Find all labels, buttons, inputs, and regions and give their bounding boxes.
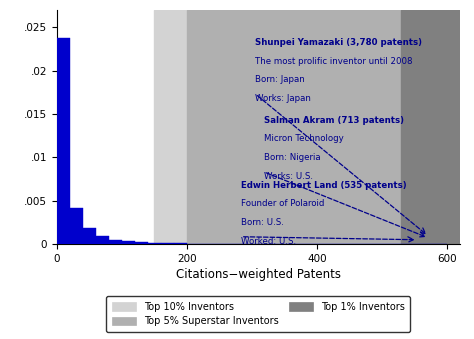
Text: Born: Nigeria: Born: Nigeria [264,153,320,162]
Bar [83,227,96,244]
Bar [135,242,148,244]
Bar [187,10,460,244]
Bar [70,208,83,244]
Legend: Top 10% Inventors, Top 5% Superstar Inventors, Top 1% Inventors: Top 10% Inventors, Top 5% Superstar Inve… [106,296,410,332]
Bar [109,240,122,244]
Text: Micron Technology: Micron Technology [264,135,343,143]
Bar [57,38,70,244]
Bar [148,243,161,244]
Bar [161,243,174,244]
X-axis label: Citations−weighted Patents: Citations−weighted Patents [176,268,341,281]
Text: Shunpei Yamazaki (3,780 patents): Shunpei Yamazaki (3,780 patents) [255,38,422,47]
Text: Salman Akram (713 patents): Salman Akram (713 patents) [264,116,403,125]
Bar [174,243,187,244]
Bar [96,236,109,244]
Text: Works: Japan: Works: Japan [255,94,311,103]
Text: Born: U.S.: Born: U.S. [241,218,283,227]
Text: Worked: U.S.: Worked: U.S. [241,237,296,246]
Bar [155,10,460,244]
Text: Founder of Polaroid: Founder of Polaroid [241,199,324,208]
Bar [122,241,135,244]
Text: Born: Japan: Born: Japan [255,75,305,84]
Text: The most prolific inventor until 2008: The most prolific inventor until 2008 [255,57,412,65]
Bar [401,10,460,244]
Text: Works: U.S.: Works: U.S. [264,172,312,181]
Bar [187,243,200,244]
Text: Edwin Herbert Land (535 patents): Edwin Herbert Land (535 patents) [241,181,406,190]
